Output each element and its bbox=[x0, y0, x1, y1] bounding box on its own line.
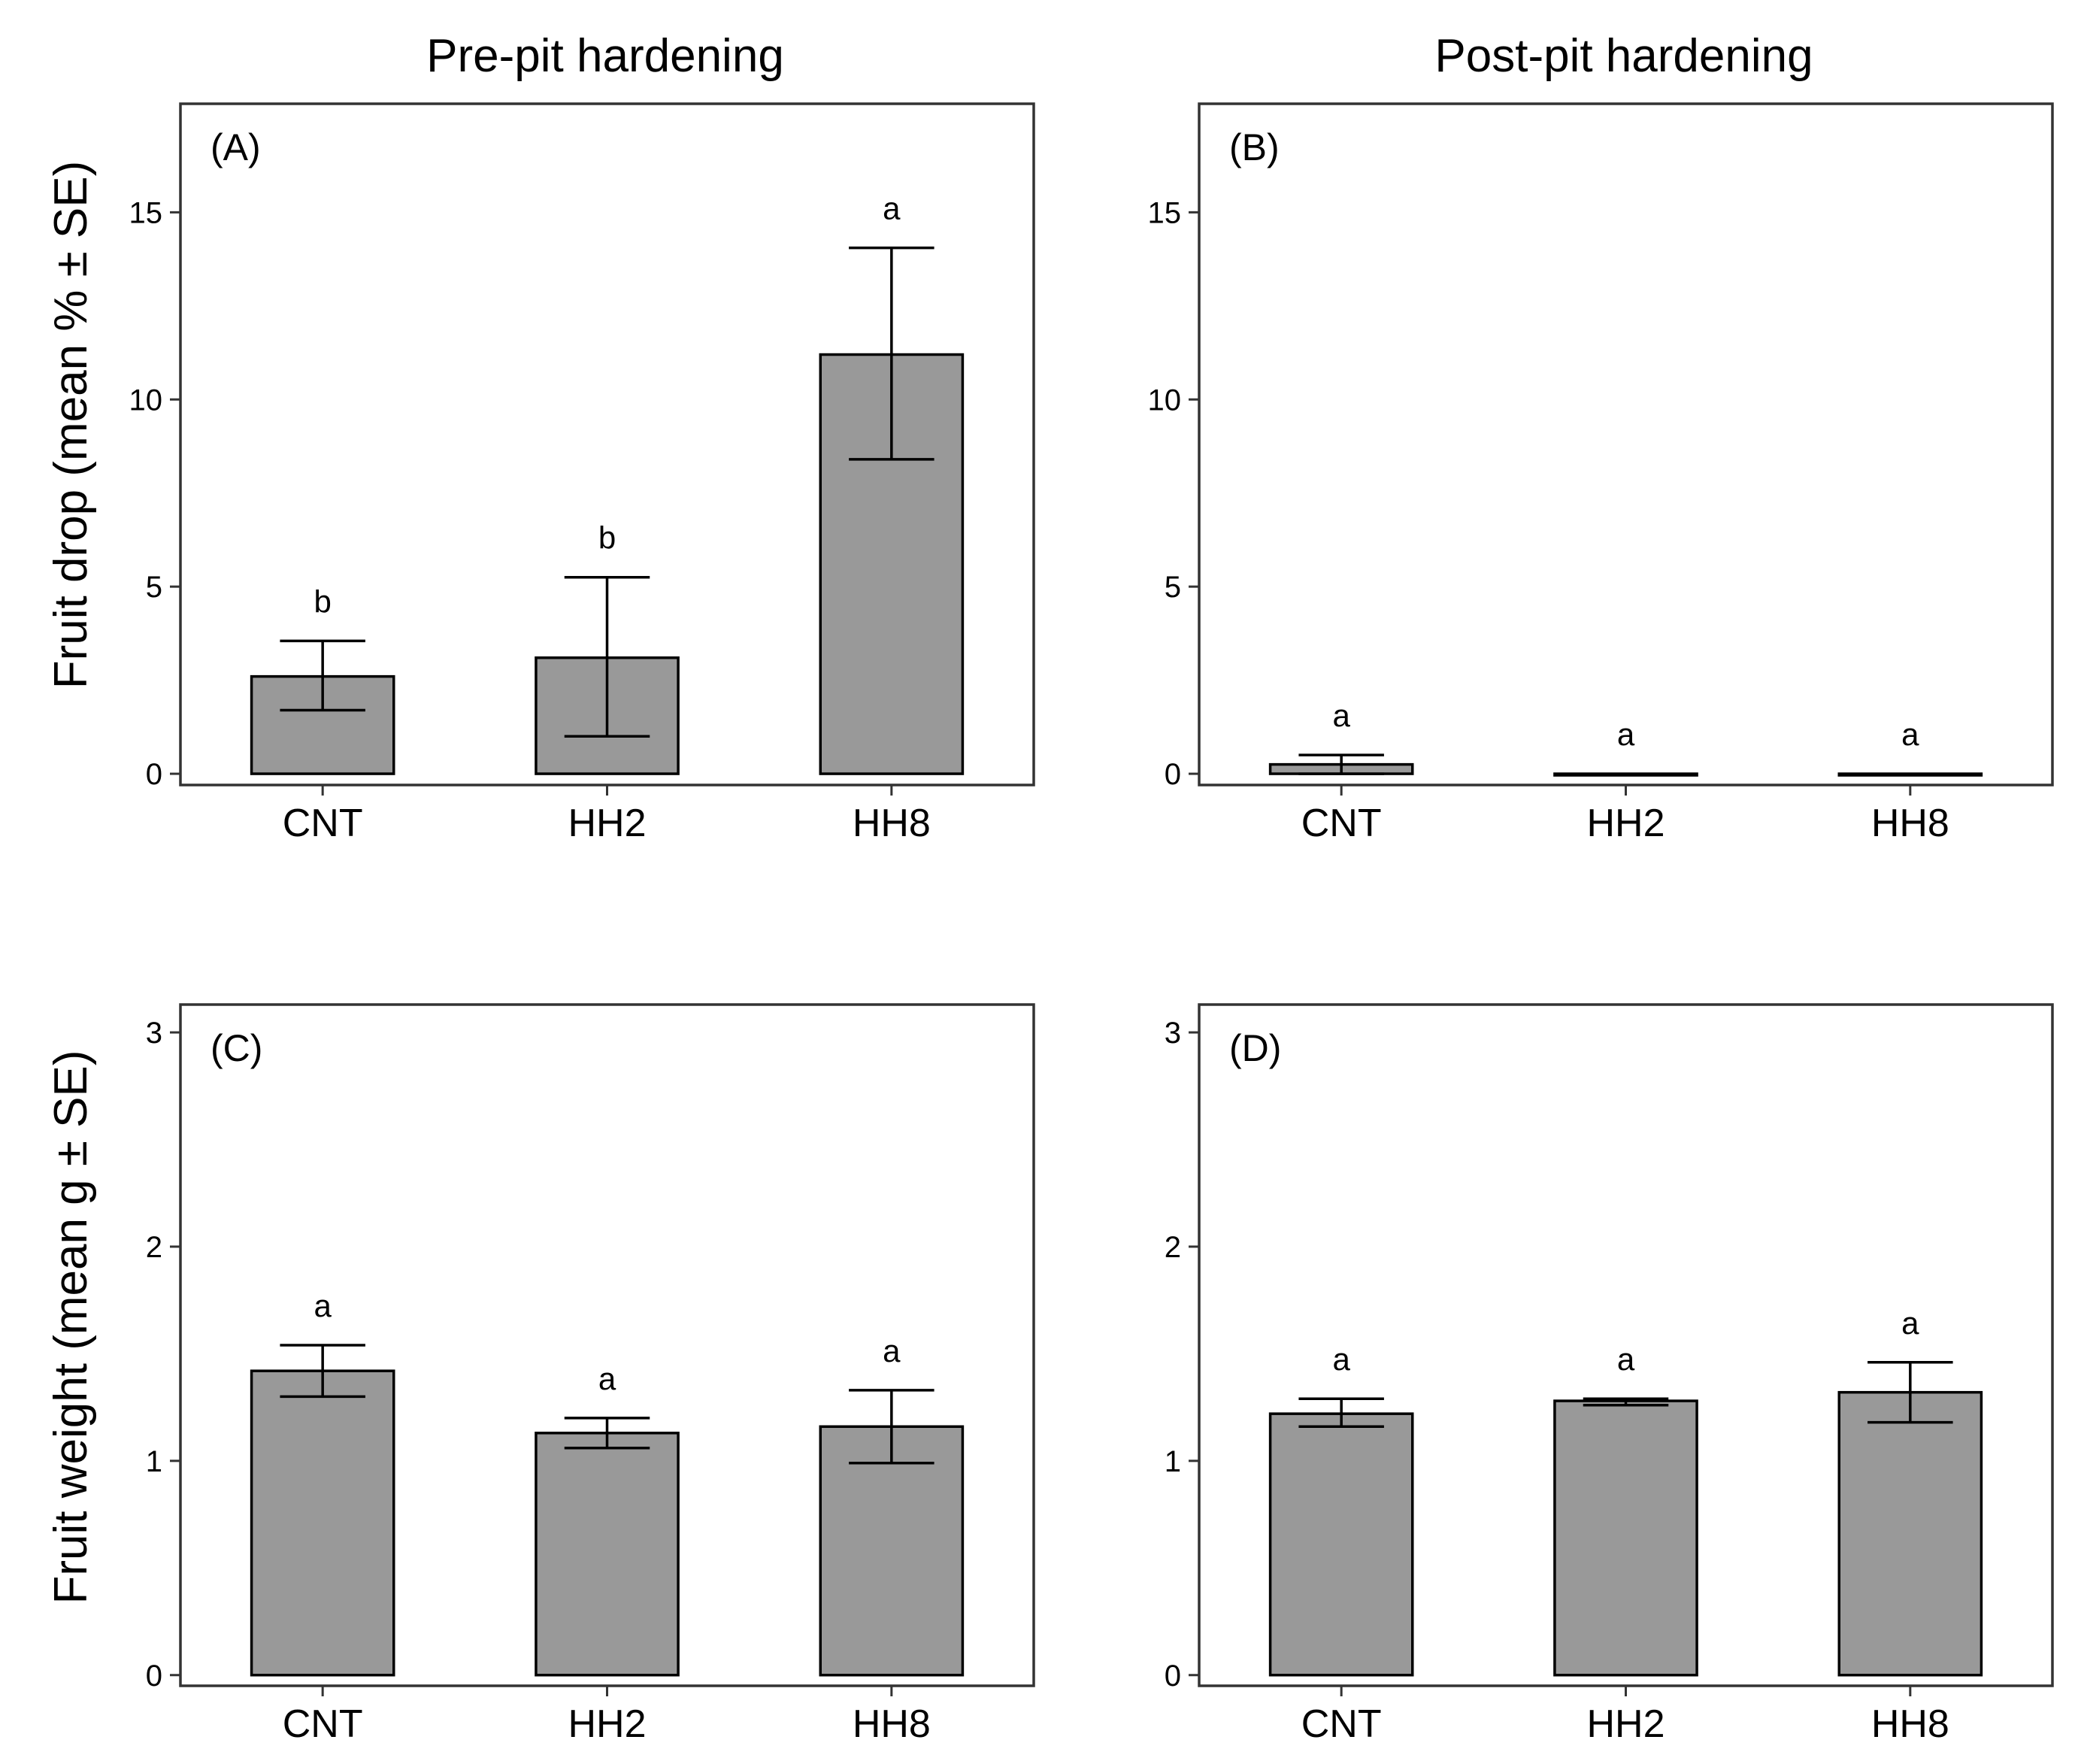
y-tick-label: 15 bbox=[1148, 196, 1182, 229]
y-tick-label: 1 bbox=[146, 1445, 162, 1478]
x-category-label: HH2 bbox=[568, 802, 646, 845]
panel-label: (C) bbox=[211, 1027, 262, 1069]
x-category-label: HH8 bbox=[1871, 1702, 1949, 1746]
y-axis-title-fruit-weight: Fruit weight (mean g ± SE) bbox=[45, 1050, 97, 1605]
significance-letter: b bbox=[598, 520, 616, 556]
significance-letter: a bbox=[1901, 1305, 1919, 1341]
x-category-label: CNT bbox=[283, 802, 363, 845]
x-category-label: HH2 bbox=[1586, 802, 1665, 845]
bar-hh8 bbox=[1837, 1390, 1983, 1677]
bar-hh2 bbox=[1553, 1399, 1698, 1677]
y-tick-label: 3 bbox=[146, 1017, 162, 1050]
significance-letter: a bbox=[1332, 698, 1350, 733]
significance-letter: a bbox=[598, 1361, 616, 1396]
y-tick-label: 1 bbox=[1165, 1445, 1181, 1478]
bar-hh8 bbox=[1837, 772, 1983, 777]
significance-letter: a bbox=[883, 191, 901, 226]
significance-letter: a bbox=[1617, 1341, 1635, 1377]
x-category-label: HH8 bbox=[853, 802, 931, 845]
significance-letter: a bbox=[883, 1333, 901, 1368]
panel-c: (C) 0 1 2 3 a CNT a HH2 a HH8 bbox=[146, 1003, 1035, 1746]
y-tick-label: 10 bbox=[129, 383, 163, 417]
y-tick-label: 0 bbox=[146, 758, 162, 791]
column-title-pre-pit: Pre-pit hardening bbox=[426, 30, 784, 82]
significance-letter: a bbox=[1332, 1341, 1350, 1377]
panel-b: (B) 0 5 10 15 a CNT a HH2 a HH8 bbox=[1148, 102, 2054, 845]
panel-label: (D) bbox=[1229, 1027, 1281, 1069]
y-tick-label: 10 bbox=[1148, 383, 1182, 417]
bar-cnt bbox=[250, 1369, 395, 1677]
x-category-label: HH2 bbox=[1586, 1702, 1665, 1746]
panel-d: (D) 0 1 2 3 a CNT a HH2 a HH8 bbox=[1165, 1003, 2054, 1746]
panel-label: (B) bbox=[1229, 126, 1280, 168]
x-category-label: HH8 bbox=[1871, 802, 1949, 845]
significance-letter: b bbox=[314, 583, 331, 619]
significance-letter: a bbox=[1617, 717, 1635, 752]
significance-letter: a bbox=[1901, 717, 1919, 752]
x-category-label: CNT bbox=[283, 1702, 363, 1746]
y-tick-label: 2 bbox=[1165, 1231, 1181, 1264]
y-tick-label: 0 bbox=[1165, 1659, 1181, 1693]
panel-label: (A) bbox=[211, 126, 261, 168]
bar-cnt bbox=[1268, 1412, 1414, 1677]
x-category-label: CNT bbox=[1301, 802, 1382, 845]
panel-a: (A) 0 5 10 15 b CNT b HH2 a HH8 bbox=[129, 102, 1035, 845]
significance-letter: a bbox=[314, 1288, 332, 1323]
y-tick-label: 3 bbox=[1165, 1017, 1181, 1050]
bar-hh2 bbox=[535, 1432, 680, 1677]
y-tick-label: 5 bbox=[146, 571, 162, 604]
y-tick-label: 0 bbox=[146, 1659, 162, 1693]
chart-panels: (A)051015bCNTbHH2aHH8(B)051015aCNTaHH2aH… bbox=[129, 102, 2054, 1746]
y-tick-label: 0 bbox=[1165, 758, 1181, 791]
column-title-post-pit: Post-pit hardening bbox=[1434, 30, 1813, 82]
panel-frame bbox=[1198, 102, 2054, 787]
x-category-label: HH8 bbox=[853, 1702, 931, 1746]
y-tick-label: 5 bbox=[1165, 571, 1181, 604]
y-axis-title-fruit-drop: Fruit drop (mean % ± SE) bbox=[45, 161, 97, 689]
y-tick-label: 2 bbox=[146, 1231, 162, 1264]
x-category-label: HH2 bbox=[568, 1702, 646, 1746]
bar-hh2 bbox=[1553, 772, 1698, 777]
x-category-label: CNT bbox=[1301, 1702, 1382, 1746]
bar-hh8 bbox=[819, 1425, 965, 1677]
y-tick-label: 15 bbox=[129, 196, 163, 229]
